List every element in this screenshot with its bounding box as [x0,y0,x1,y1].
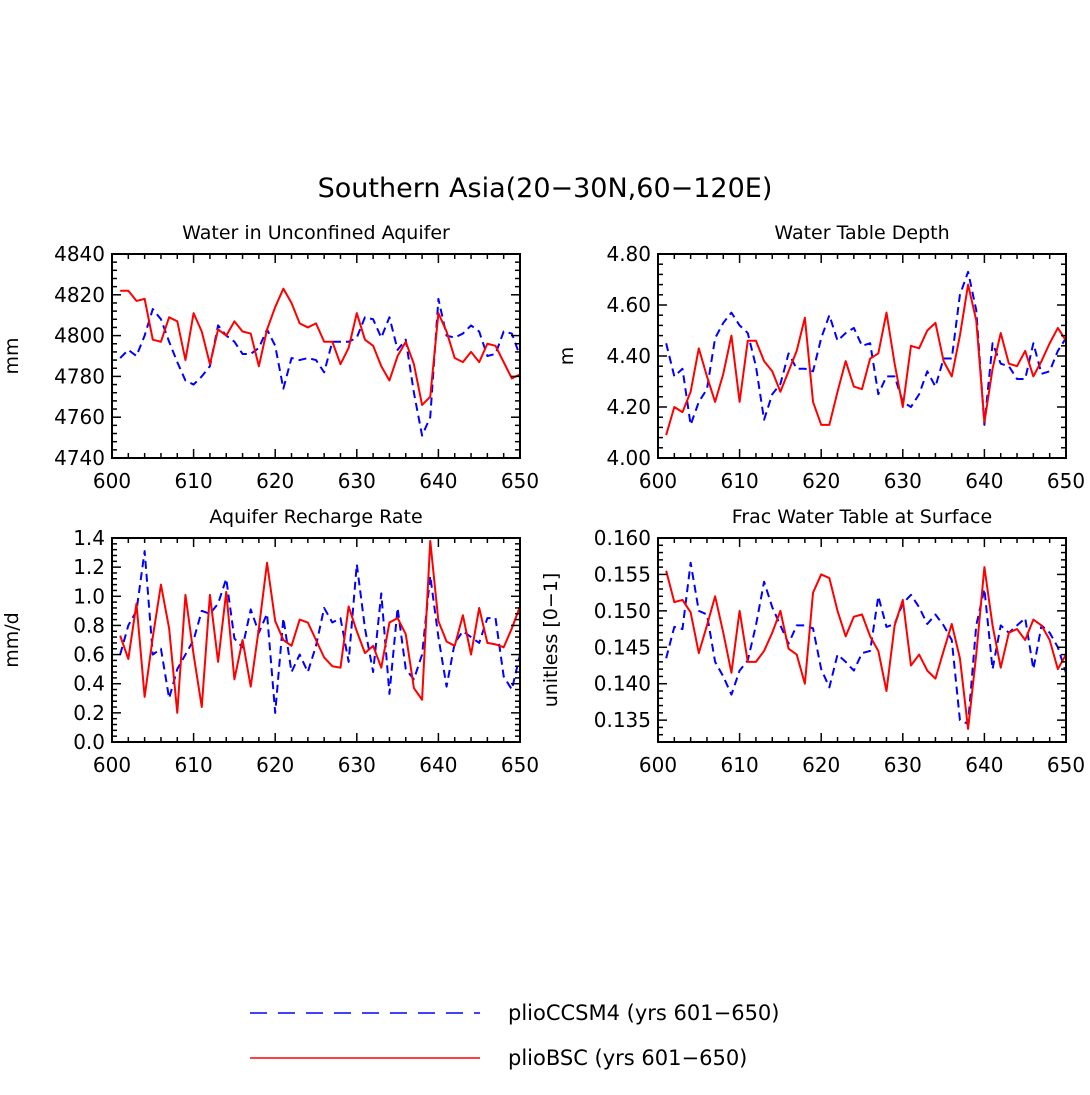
water-in-unconfined-aquifer-ytick-label: 4840 [54,242,105,266]
water-in-unconfined-aquifer-xtick-label: 620 [256,469,294,493]
frac-water-table-at-surface-ytick-label: 0.145 [594,635,651,659]
aquifer-recharge-rate-xtick-label: 630 [338,753,376,777]
water-in-unconfined-aquifer-xtick-label: 650 [501,469,539,493]
frac-water-table-at-surface-ytick-label: 0.135 [594,708,651,732]
aquifer-recharge-rate-ytick-label: 1.0 [73,584,105,608]
chart-panel-aquifer-recharge-rate: 600 610 620 630 640 650 0.0 0.2 0.4 0.6 0.8 1.0 1.2 1… [1,506,539,777]
aquifer-recharge-rate-xtick-label: 610 [175,753,213,777]
chart-panel-water-table-depth: 600 610 620 630 640 650 4.00 4.20 4.40 4.60 4.80 Wa… [556,222,1085,493]
water-in-unconfined-aquifer-xtick-label: 600 [93,469,131,493]
water-in-unconfined-aquifer-xtick-label: 610 [175,469,213,493]
water-in-unconfined-aquifer-ytick-label: 4800 [54,324,105,348]
water-table-depth-xtick-label: 630 [884,469,922,493]
aquifer-recharge-rate-ytick-label: 0.0 [73,730,105,754]
frac-water-table-at-surface-frame [657,537,1067,743]
aquifer-recharge-rate-ytick-label: 0.8 [73,613,105,637]
water-table-depth-series-pliocassm4-line [665,270,1066,426]
frac-water-table-at-surface-ytick-label: 0.160 [594,526,651,550]
water-table-depth-xtick-label: 650 [1047,469,1085,493]
water-table-depth-ytick-label: 4.40 [606,344,651,368]
frac-water-table-at-surface-ytick-label: 0.140 [594,672,651,696]
frac-water-table-at-surface-xtick-label: 600 [639,753,677,777]
legend: plioCCSM4 (yrs 601−650) plioBSC (yrs 601… [250,1001,779,1070]
water-in-unconfined-aquifer-xtick-label: 630 [338,469,376,493]
frac-water-table-at-surface-series-pliobsc-line [665,566,1066,730]
frac-water-table-at-surface-xtick-label: 620 [802,753,840,777]
frac-water-table-at-surface-xtick-label: 610 [721,753,759,777]
water-in-unconfined-aquifer-xtick-label: 640 [419,469,457,493]
frac-water-table-at-surface-xtick-label: 630 [884,753,922,777]
aquifer-recharge-rate-series-pliocassm4-line [119,550,520,714]
water-table-depth-series-pliobsc-line [665,283,1066,436]
aquifer-recharge-rate-ytick-label: 0.6 [73,643,105,667]
aquifer-recharge-rate-xtick-label: 620 [256,753,294,777]
water-in-unconfined-aquifer-ylabel: mm [1,337,23,374]
legend-label-pliobsc: plioBSC (yrs 601−650) [508,1046,747,1070]
aquifer-recharge-rate-ylabel: mm/d [1,612,23,667]
water-in-unconfined-aquifer-ytick-label: 4740 [54,446,105,470]
water-in-unconfined-aquifer-series-pliobsc-line [120,287,520,406]
water-table-depth-xtick-label: 640 [965,469,1003,493]
chart-panel-water-in-unconfined-aquifer: 600 610 620 630 640 650 4740 4760 4780 4800 4820 48… [1,222,539,493]
frac-water-table-at-surface-ylabel: unitless [0−1] [540,573,562,708]
water-in-unconfined-aquifer-ytick-label: 4820 [54,283,105,307]
water-table-depth-ylabel: m [556,347,578,366]
frac-water-table-at-surface-xtick-label: 650 [1047,753,1085,777]
aquifer-recharge-rate-xtick-label: 650 [501,753,539,777]
aquifer-recharge-rate-title: Aquifer Recharge Rate [209,506,422,528]
water-in-unconfined-aquifer-ytick-label: 4780 [54,364,105,388]
water-in-unconfined-aquifer-frame [111,253,521,459]
legend-label-pliocassm4: plioCCSM4 (yrs 601−650) [508,1001,779,1025]
frac-water-table-at-surface-title: Frac Water Table at Surface [732,506,992,528]
aquifer-recharge-rate-xtick-label: 640 [419,753,457,777]
water-in-unconfined-aquifer-title: Water in Unconfined Aquifer [182,222,450,244]
water-table-depth-ytick-label: 4.20 [606,395,651,419]
frac-water-table-at-surface-series-pliocassm4-line [665,561,1066,725]
aquifer-recharge-rate-series-pliobsc-line [119,539,520,714]
water-table-depth-ytick-label: 4.80 [606,242,651,266]
aquifer-recharge-rate-ytick-label: 0.2 [73,701,105,725]
water-table-depth-title: Water Table Depth [774,222,949,244]
frac-water-table-at-surface-ytick-label: 0.155 [594,562,651,586]
water-table-depth-frame [657,253,1067,459]
figure-title: Southern Asia(20−30N,60−120E) [318,173,773,204]
water-in-unconfined-aquifer-ytick-label: 4760 [54,405,105,429]
water-table-depth-xtick-label: 610 [721,469,759,493]
chart-panels: 600 610 620 630 640 650 4740 4760 4780 4800 4820 48… [1,222,1085,777]
aquifer-recharge-rate-ytick-label: 1.2 [73,555,105,579]
water-table-depth-xtick-label: 620 [802,469,840,493]
chart-panel-frac-water-table-at-surface: 600 610 620 630 640 650 0.135 0.140 0.145 0.150 0.… [540,506,1085,777]
water-in-unconfined-aquifer-series-pliocassm4-line [119,297,520,437]
water-table-depth-ytick-label: 4.00 [606,446,651,470]
water-table-depth-xtick-label: 600 [639,469,677,493]
aquifer-recharge-rate-xtick-label: 600 [93,753,131,777]
aquifer-recharge-rate-ytick-label: 1.4 [73,526,105,550]
frac-water-table-at-surface-xtick-label: 640 [965,753,1003,777]
aquifer-recharge-rate-ytick-label: 0.4 [73,672,105,696]
water-table-depth-ytick-label: 4.60 [606,293,651,317]
aquifer-recharge-rate-frame [111,537,521,743]
frac-water-table-at-surface-ytick-label: 0.150 [594,599,651,623]
